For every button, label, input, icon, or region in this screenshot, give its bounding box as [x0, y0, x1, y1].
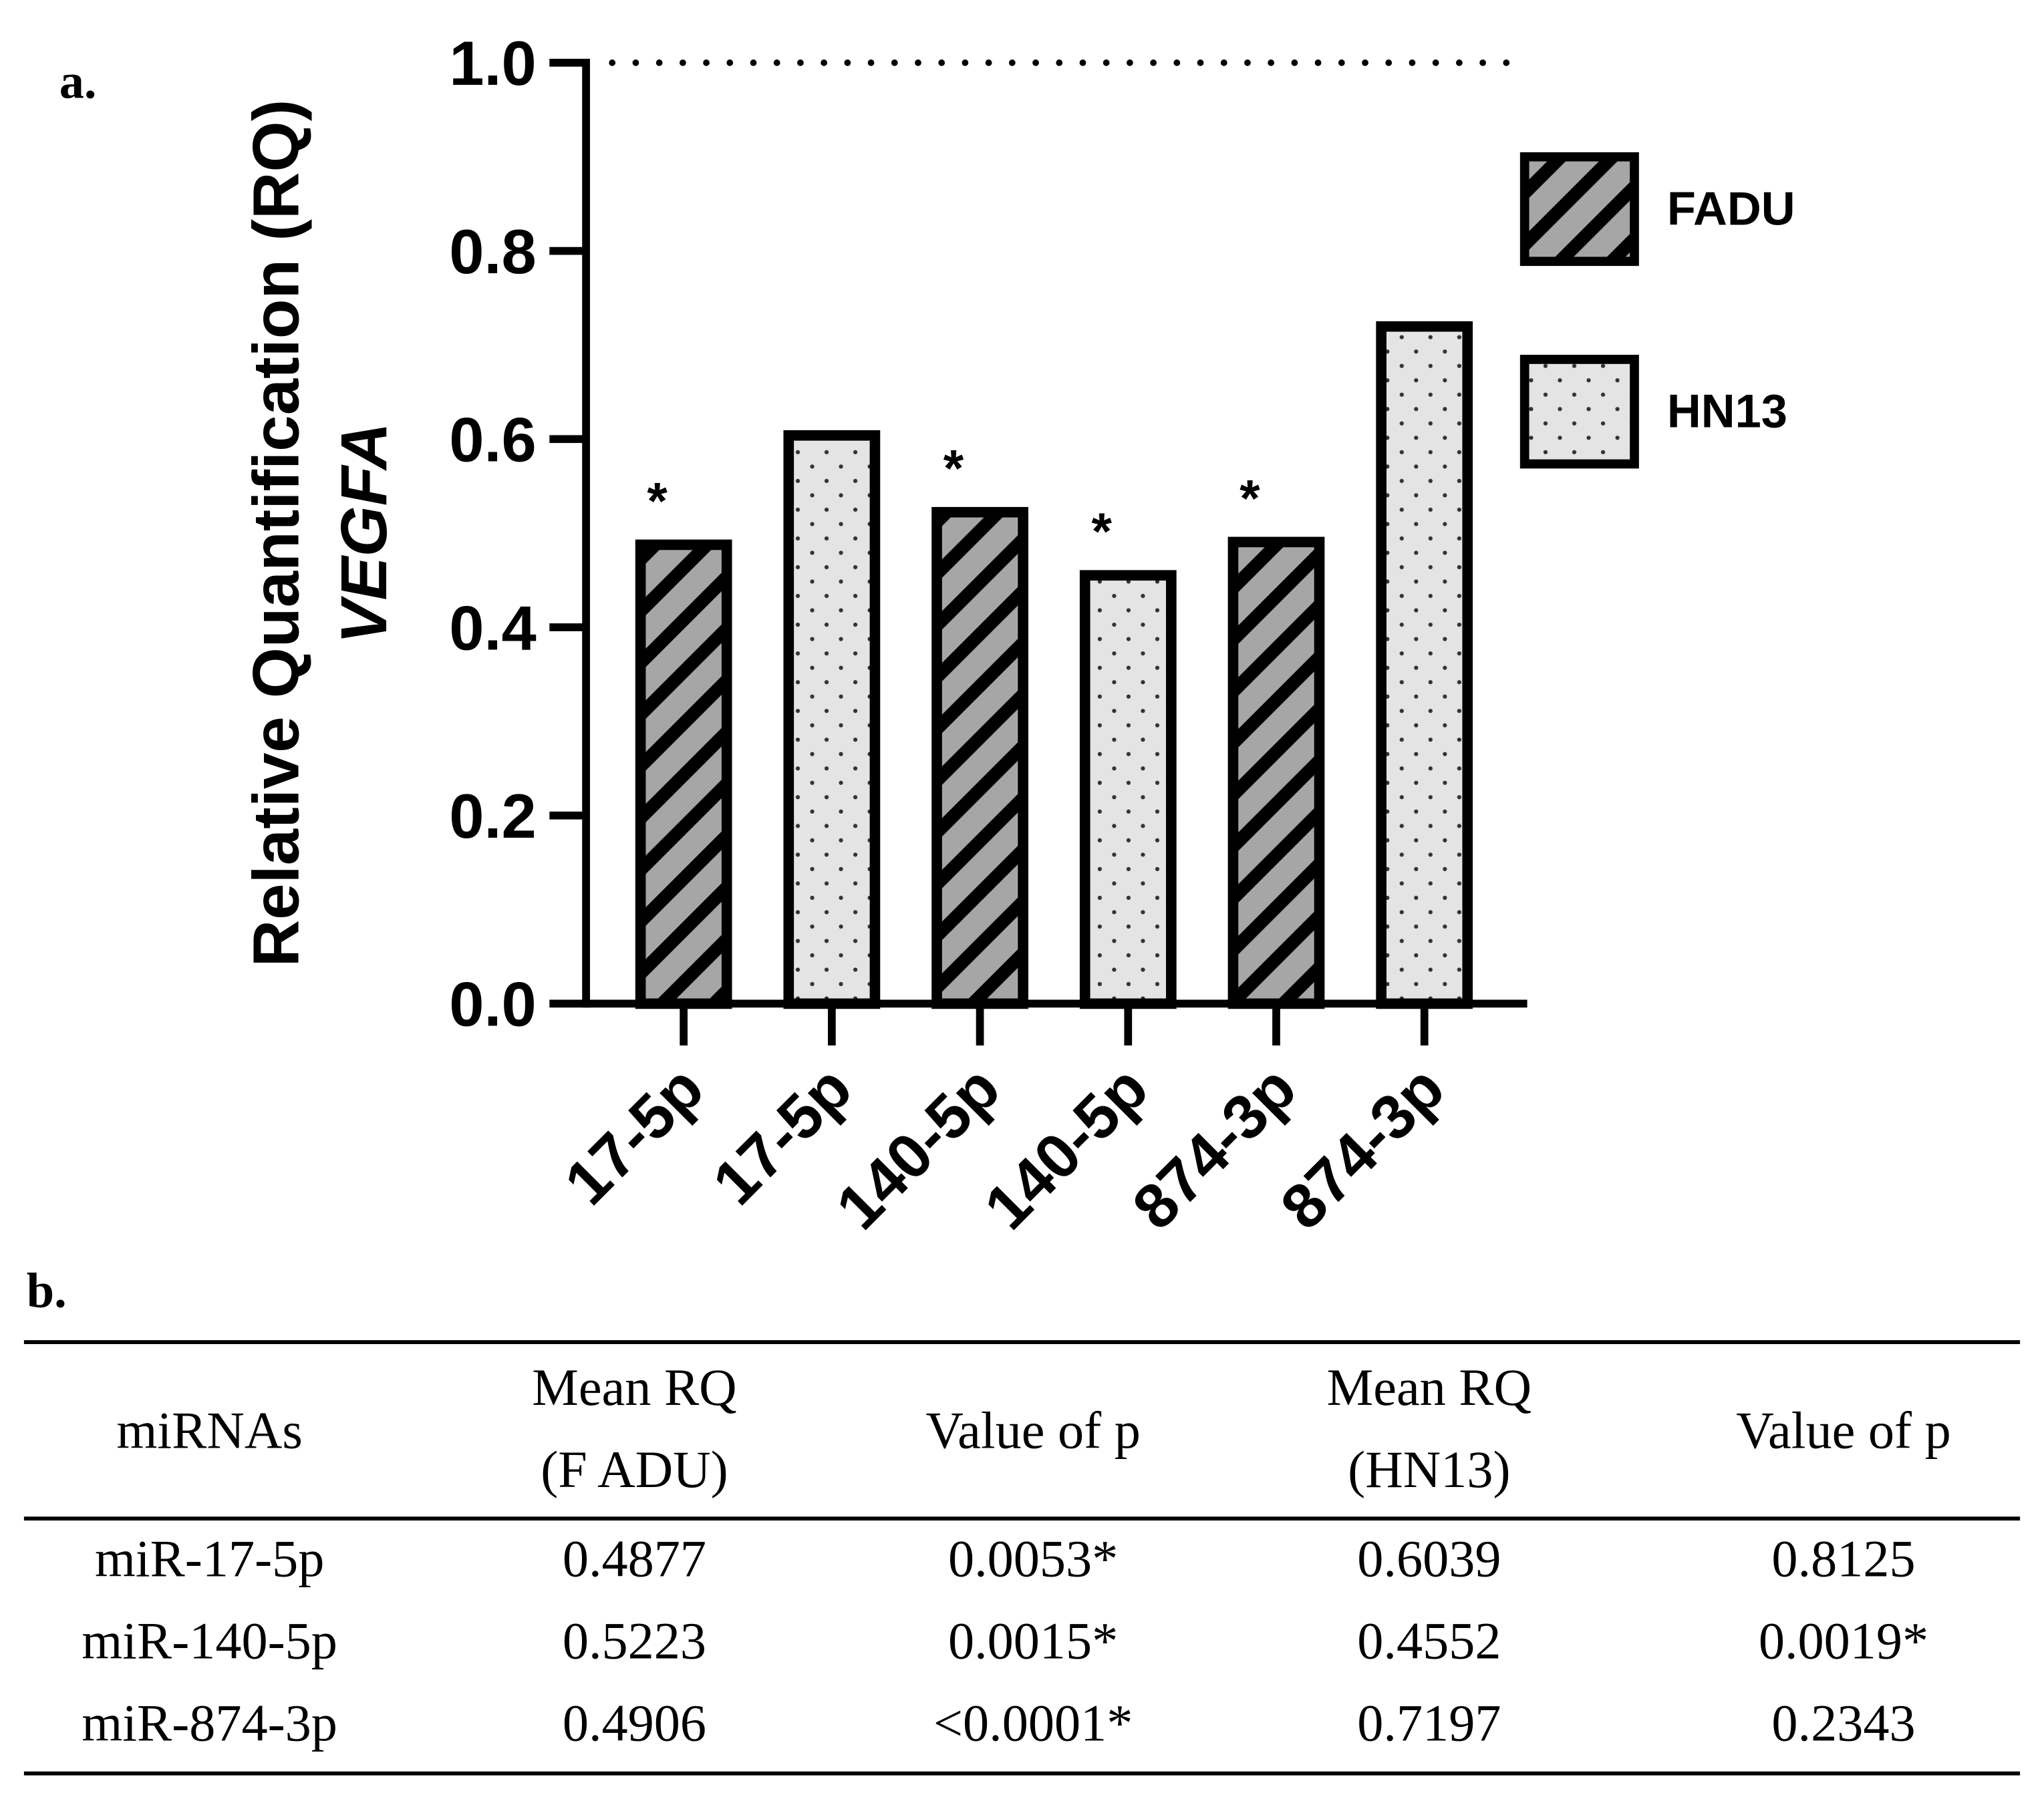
legend-swatch	[1519, 355, 1639, 469]
table-cell: 0.2343	[1771, 1694, 1915, 1752]
legend-label: HN13	[1667, 385, 1787, 438]
x-tick-label: 17-5p	[551, 1052, 717, 1218]
table-cell: 0.4877	[563, 1529, 706, 1587]
bar	[635, 539, 732, 1009]
annotation: *	[943, 439, 964, 498]
y-tick-label: 0.2	[449, 781, 537, 851]
legend-label: FADU	[1667, 182, 1795, 234]
panel-label: a.	[59, 55, 97, 110]
table-cell: <0.0001*	[933, 1694, 1133, 1752]
table-header: (F ADU)	[541, 1440, 728, 1498]
table-cell: 0.0019*	[1759, 1612, 1928, 1670]
annotation: *	[1239, 468, 1260, 527]
x-tick-label: 140-5p	[823, 1052, 1013, 1243]
table-cell: 0.0015*	[948, 1612, 1118, 1670]
table-cell: 0.7197	[1357, 1694, 1501, 1752]
x-tick-label: 874-3p	[1267, 1052, 1457, 1243]
table-cell: 0.5223	[563, 1612, 706, 1670]
table-header: Mean RQ	[532, 1358, 736, 1416]
table-header: miRNAs	[117, 1402, 303, 1460]
x-tick-label: 140-5p	[971, 1052, 1161, 1243]
table-cell: 0.6039	[1357, 1529, 1501, 1587]
table-cell: miR-17-5p	[95, 1529, 324, 1587]
table-cell: miR-874-3p	[82, 1694, 337, 1752]
table-cell: miR-140-5p	[82, 1612, 337, 1670]
y-axis-label: Relative Quantification (RQ)	[239, 100, 313, 967]
y-tick-label: 0.8	[449, 216, 537, 287]
bar	[1079, 570, 1177, 1009]
panel-label: b.	[27, 1263, 67, 1318]
bar	[1376, 321, 1473, 1009]
bar	[1227, 536, 1325, 1009]
y-axis-label: VEGFA	[327, 422, 400, 644]
annotation: *	[647, 471, 668, 530]
table-header: (HN13)	[1348, 1440, 1510, 1498]
y-tick-label: 0.0	[449, 969, 537, 1039]
table-cell: 0.0053*	[948, 1529, 1118, 1587]
bar	[931, 506, 1028, 1009]
annotation: *	[1092, 502, 1113, 560]
legend-swatch	[1519, 152, 1639, 267]
table-header: Value of p	[1736, 1402, 1951, 1460]
table-cell: 0.8125	[1771, 1529, 1915, 1587]
y-tick-label: 1.0	[449, 28, 537, 98]
y-tick-label: 0.6	[449, 405, 537, 475]
table-cell: 0.4552	[1357, 1612, 1501, 1670]
table-header: Mean RQ	[1327, 1358, 1531, 1416]
x-tick-label: 874-3p	[1119, 1052, 1310, 1243]
table-cell: 0.4906	[563, 1694, 706, 1752]
table-header: Value of p	[925, 1402, 1141, 1460]
bar	[783, 430, 881, 1009]
y-tick-label: 0.4	[449, 593, 537, 663]
